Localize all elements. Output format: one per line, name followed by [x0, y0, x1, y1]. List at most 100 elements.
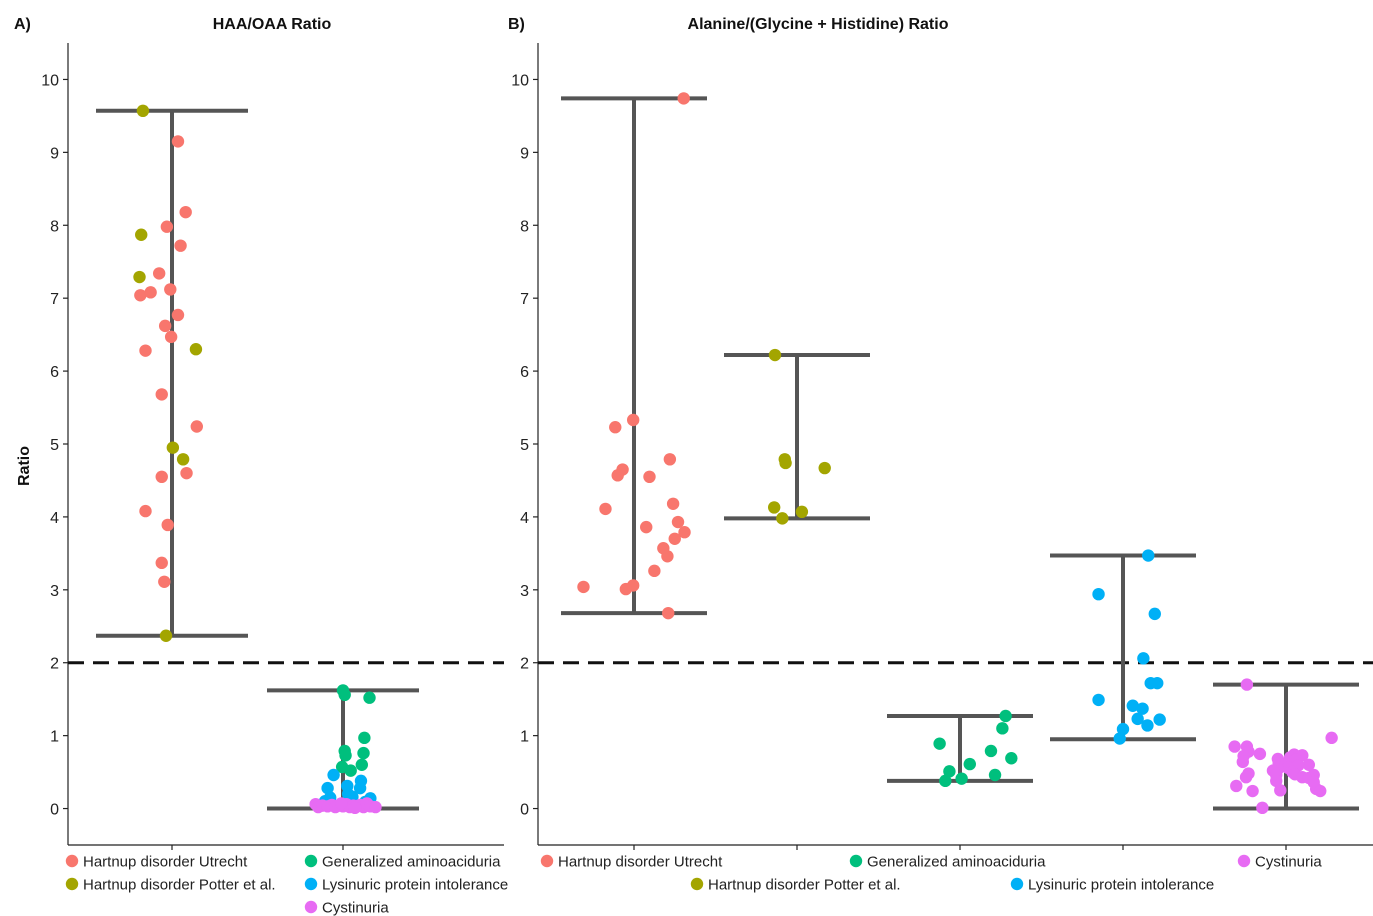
panel-b-point-generalized-aminoaciduria	[999, 709, 1012, 723]
panel-b-point-hartnup-disorder-potter-et-al	[776, 512, 789, 525]
panel-a-point-hartnup-disorder-utrecht	[158, 575, 171, 588]
panel-a-point-lysinuric-protein-intolerance	[327, 768, 340, 782]
panel-b-point-lysinuric-protein-intolerance	[1126, 699, 1139, 712]
panel-b-y-tick-label: 5	[520, 437, 529, 454]
panel-a-title: HAA/OAA Ratio	[213, 16, 332, 33]
panel-b-point-generalized-aminoaciduria	[988, 768, 1002, 782]
panel-b-point-lysinuric-protein-intolerance	[1141, 719, 1154, 732]
panel-a-point-cystinuria	[369, 800, 382, 814]
panel-b-point-hartnup-disorder-utrecht	[662, 606, 675, 620]
panel-b-legend-label-hartnup-disorder-potter-et-al: Hartnup disorder Potter et al.	[708, 877, 901, 894]
panel-b-y-tick-label: 7	[520, 291, 529, 308]
panel-a-legend-marker-hartnup-disorder-potter-et-al	[65, 877, 79, 891]
panel-a-y-tick-label: 10	[41, 72, 59, 89]
panel-a-point-hartnup-disorder-utrecht	[144, 286, 157, 299]
panel-a-legend-marker-hartnup-disorder-utrecht	[65, 854, 79, 868]
panel-a-point-hartnup-disorder-utrecht	[174, 239, 187, 252]
panel-b-point-hartnup-disorder-potter-et-al	[818, 461, 831, 475]
panel-a-y-tick-label: 5	[50, 437, 59, 454]
panel-a-point-hartnup-disorder-utrecht	[155, 470, 168, 484]
panel-a-point-hartnup-disorder-utrecht	[171, 308, 185, 322]
panel-b-y-tick-label: 4	[520, 510, 529, 527]
panel-a-point-hartnup-disorder-utrecht	[158, 319, 172, 333]
panel-a-legend-label-lysinuric-protein-intolerance: Lysinuric protein intolerance	[322, 877, 508, 894]
panel-b-point-cystinuria	[1240, 678, 1254, 691]
panel-a-point-generalized-aminoaciduria	[338, 688, 351, 702]
panel-a-point-hartnup-disorder-potter-et-al	[159, 629, 173, 642]
panel-a-y-tick-label: 7	[50, 291, 59, 308]
panel-a-legend-label-hartnup-disorder-utrecht: Hartnup disorder Utrecht	[83, 854, 248, 871]
panel-b-point-hartnup-disorder-utrecht	[599, 502, 612, 516]
panel-a-point-hartnup-disorder-potter-et-al	[189, 343, 203, 356]
panel-a-y-tick-label: 6	[50, 364, 59, 381]
panel-a-y-tick-label: 2	[50, 656, 59, 673]
panel-b-point-hartnup-disorder-utrecht	[626, 413, 640, 427]
panel-b-point-cystinuria	[1274, 784, 1287, 797]
panel-a-label: A)	[14, 16, 31, 33]
panel-a-point-generalized-aminoaciduria	[339, 749, 352, 762]
panel-a-point-hartnup-disorder-utrecht	[190, 420, 203, 433]
panel-b-point-cystinuria	[1302, 758, 1316, 771]
panel-a-point-hartnup-disorder-utrecht	[171, 135, 185, 148]
panel-a-point-generalized-aminoaciduria	[344, 764, 357, 777]
panel-b-point-hartnup-disorder-potter-et-al	[779, 456, 792, 470]
panel-b-point-hartnup-disorder-utrecht	[577, 580, 590, 594]
panel-a-legend-marker-generalized-aminoaciduria	[304, 854, 318, 868]
panel-a-legend-label-generalized-aminoaciduria: Generalized aminoaciduria	[322, 854, 501, 871]
panel-b-y-tick-label: 6	[520, 364, 529, 381]
panel-b-point-hartnup-disorder-utrecht	[666, 497, 680, 510]
panel-b-point-hartnup-disorder-potter-et-al	[768, 348, 782, 362]
panel-a-y-tick-label: 3	[50, 583, 59, 600]
panel-a-point-hartnup-disorder-utrecht	[160, 220, 174, 233]
panel-b-point-generalized-aminoaciduria	[955, 772, 968, 785]
panel-b-point-cystinuria	[1253, 747, 1267, 761]
panel-a-point-hartnup-disorder-potter-et-al	[133, 270, 146, 284]
panel-b-point-hartnup-disorder-utrecht	[668, 532, 681, 545]
panel-a-point-hartnup-disorder-potter-et-al	[176, 453, 190, 466]
panel-b-point-hartnup-disorder-potter-et-al	[795, 505, 809, 519]
panel-b-point-lysinuric-protein-intolerance	[1151, 676, 1164, 690]
panel-b-legend-marker-generalized-aminoaciduria	[849, 854, 863, 868]
panel-a-point-hartnup-disorder-utrecht	[161, 518, 174, 532]
panel-b-point-cystinuria	[1256, 801, 1269, 815]
panel-a-point-lysinuric-protein-intolerance	[353, 781, 367, 795]
panel-b-point-cystinuria	[1236, 755, 1250, 769]
panel-a-point-hartnup-disorder-utrecht	[164, 330, 178, 344]
panel-b-point-lysinuric-protein-intolerance	[1092, 693, 1105, 707]
panel-b-y-tick-label: 3	[520, 583, 529, 600]
panel-b-point-lysinuric-protein-intolerance	[1131, 712, 1144, 726]
panel-a-legend-label-cystinuria: Cystinuria	[322, 900, 389, 916]
panel-b-point-generalized-aminoaciduria	[943, 765, 956, 778]
panel-a-legend-label-hartnup-disorder-potter-et-al: Hartnup disorder Potter et al.	[83, 877, 276, 894]
panel-b-legend-label-generalized-aminoaciduria: Generalized aminoaciduria	[867, 854, 1046, 871]
panel-b-y-tick-label: 8	[520, 218, 529, 235]
panel-b-point-cystinuria	[1239, 770, 1253, 784]
panel-b-point-hartnup-disorder-utrecht	[677, 92, 690, 105]
panel-b-point-hartnup-disorder-utrecht	[640, 520, 653, 534]
panel-b-point-cystinuria	[1246, 784, 1259, 798]
panel-b-point-cystinuria	[1230, 779, 1243, 793]
panel-a-point-generalized-aminoaciduria	[363, 691, 376, 704]
panel-a-point-hartnup-disorder-potter-et-al	[135, 228, 148, 241]
panel-a-point-hartnup-disorder-potter-et-al	[166, 441, 180, 454]
panel-b-point-hartnup-disorder-utrecht	[663, 453, 677, 466]
panel-a-y-tick-label: 8	[50, 218, 59, 235]
panel-b-point-cystinuria	[1314, 784, 1327, 798]
panel-a-point-lysinuric-protein-intolerance	[321, 781, 334, 795]
panel-b-point-hartnup-disorder-potter-et-al	[767, 501, 781, 514]
panel-b-legend-marker-hartnup-disorder-potter-et-al	[690, 877, 704, 891]
panel-a-point-cystinuria	[348, 801, 362, 815]
panel-b-point-lysinuric-protein-intolerance	[1142, 549, 1155, 562]
panel-a-legend-marker-lysinuric-protein-intolerance	[304, 877, 318, 891]
panel-b-point-lysinuric-protein-intolerance	[1092, 587, 1105, 601]
panel-a-point-generalized-aminoaciduria	[357, 746, 370, 760]
panel-b-point-generalized-aminoaciduria	[933, 737, 946, 750]
panel-b-point-hartnup-disorder-utrecht	[671, 515, 685, 529]
panel-a-point-hartnup-disorder-potter-et-al	[136, 104, 150, 118]
panel-b-point-lysinuric-protein-intolerance	[1137, 652, 1150, 665]
panel-b-legend-marker-hartnup-disorder-utrecht	[540, 854, 554, 868]
panel-b-point-generalized-aminoaciduria	[1005, 752, 1018, 765]
panel-b-y-tick-label: 2	[520, 656, 529, 673]
panel-b-y-tick-label: 1	[520, 729, 529, 746]
